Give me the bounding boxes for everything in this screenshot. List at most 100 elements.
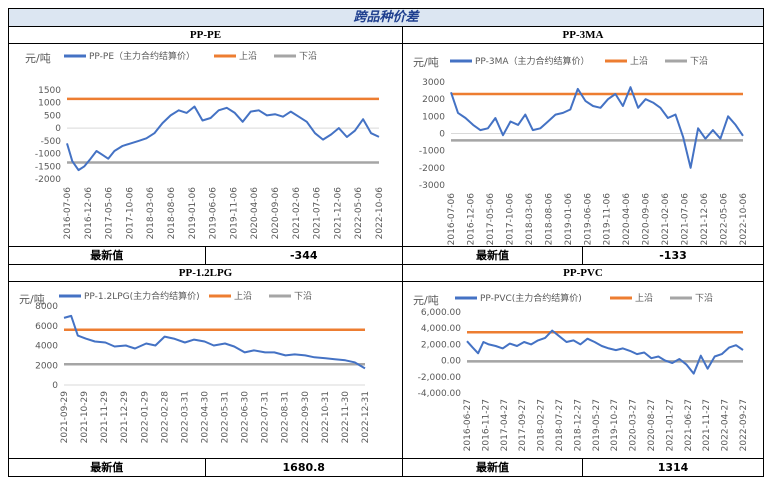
y-tick-label: -2,000.00: [418, 373, 462, 383]
y-tick-label: 1000: [422, 112, 445, 122]
legend-upper-label: 上沿: [630, 56, 648, 67]
x-tick-label: 2018-03-06: [146, 187, 156, 240]
y-tick-label: 4,000.00: [421, 324, 461, 334]
legend-series-label: PP-1.2LPG(主力合约结算价): [84, 290, 200, 302]
x-tick-label: 2019-06-06: [583, 193, 593, 246]
x-tick-label: 2018-03-06: [525, 193, 535, 246]
x-tick-label: 2019-01-06: [188, 187, 198, 240]
latest-value-label: 最新值: [9, 459, 206, 476]
x-tick-label: 2021-02-06: [292, 187, 302, 240]
latest-value-label: 最新值: [9, 247, 206, 264]
latest-value-row: 最新值 1680.8: [9, 458, 402, 476]
x-tick-label: 2022-01-29: [140, 391, 150, 444]
latest-value: -344: [289, 249, 318, 262]
x-tick-label: 2021-01-27: [665, 399, 675, 451]
chart-panel-pp-pe: PP-PE 元/吨 PP-PE（主力合约结算价） 上沿 下沿 -2000 -1500 -10…: [8, 26, 403, 265]
x-tick-label: 2022-05-31: [221, 391, 231, 443]
x-tick-label: 2020-04-06: [622, 193, 632, 246]
x-tick-label: 2019-05-27: [592, 399, 602, 451]
y-tick-label: -1000: [419, 147, 445, 157]
y-tick-label: 500: [44, 111, 61, 121]
chart-pp-1-2lpg: 元/吨 PP-1.2LPG(主力合约结算价) 上沿 下沿 0 2000 4000 6000 80…: [19, 290, 371, 444]
legend-series-label: PP-PVC(主力合约结算价): [480, 292, 582, 304]
x-tick-label: 2021-07-06: [313, 187, 323, 240]
chart-title: PP-PVC: [403, 265, 763, 282]
x-tick-label: 2017-10-06: [125, 187, 135, 240]
x-tick-label: 2020-08-27: [647, 399, 657, 451]
y-tick-label: 1500: [38, 86, 61, 96]
y-tick-label: 0.00: [441, 357, 461, 367]
x-tick-label: 2022-12-31: [361, 391, 371, 443]
y-tick-label: -3000: [419, 181, 445, 191]
x-tick-label: 2019-01-06: [564, 193, 574, 246]
x-tick-label: 2021-12-06: [700, 193, 710, 246]
y-tick-label: -1500: [35, 162, 61, 172]
x-tick-label: 2020-09-06: [642, 193, 652, 246]
latest-value: -133: [659, 249, 687, 262]
x-tick-label: 2016-12-06: [84, 187, 94, 240]
x-tick-label: 2022-08-31: [281, 391, 291, 443]
x-tick-label: 2016-07-06: [63, 187, 73, 240]
x-tick-label: 2022-05-06: [720, 193, 730, 246]
y-tick-label: 2000: [422, 95, 445, 105]
x-tick-label: 2016-07-06: [447, 193, 457, 246]
x-tick-label: 2016-11-27: [481, 399, 491, 451]
x-tick-label: 2018-02-27: [537, 399, 547, 451]
legend-upper-label: 上沿: [635, 293, 653, 304]
x-tick-label: 2018-07-27: [555, 399, 565, 451]
x-tick-label: 2021-12-06: [333, 187, 343, 240]
x-tick-label: 2022-09-30: [301, 391, 311, 444]
legend-upper-label: 上沿: [234, 291, 252, 302]
x-tick-label: 2022-10-31: [321, 391, 331, 443]
x-tick-label: 2017-04-27: [500, 399, 510, 451]
y-tick-label: 3000: [422, 78, 445, 88]
x-tick-label: 2022-05-06: [354, 187, 364, 240]
x-tick-label: 2021-11-27: [702, 399, 712, 451]
unit-label: 元/吨: [25, 52, 51, 65]
series-line: [63, 314, 366, 370]
x-tick-label: 2022-04-30: [200, 391, 210, 444]
y-tick-label: 2000: [35, 361, 58, 371]
x-tick-label: 2019-10-27: [610, 399, 620, 451]
x-tick-label: 2022-03-31: [180, 391, 190, 443]
unit-label: 元/吨: [413, 294, 439, 307]
x-tick-label: 2022-09-27: [739, 399, 749, 451]
y-tick-label: 2,000.00: [421, 340, 461, 350]
x-tick-label: 2019-11-06: [229, 187, 239, 240]
x-tick-label: 2022-02-28: [160, 391, 170, 444]
x-tick-label: 2019-11-06: [603, 193, 613, 246]
x-tick-label: 2022-10-06: [375, 187, 385, 240]
legend-series-label: PP-3MA（主力合约结算价）: [475, 55, 590, 67]
x-tick-label: 2020-03-27: [629, 399, 639, 451]
x-tick-label: 2021-07-06: [681, 193, 691, 246]
x-tick-label: 2021-06-27: [684, 399, 694, 451]
y-tick-label: 1000: [38, 99, 61, 109]
latest-value-row: 最新值 -344: [9, 246, 402, 264]
x-tick-label: 2022-07-31: [261, 391, 271, 443]
legend-lower-label: 下沿: [690, 56, 708, 67]
x-tick-label: 2021-02-06: [661, 193, 671, 246]
y-tick-label: -2000: [419, 164, 445, 174]
y-tick-label: 6,000.00: [421, 308, 461, 318]
x-tick-label: 2017-05-06: [105, 187, 115, 240]
x-tick-label: 2018-12-27: [573, 399, 583, 451]
y-tick-label: -1000: [35, 150, 61, 160]
latest-value-row: 最新值 1314: [403, 458, 763, 476]
x-tick-label: 2021-10-29: [80, 391, 90, 444]
unit-label: 元/吨: [19, 293, 45, 306]
page-title: 跨品种价差: [8, 8, 764, 27]
legend-series-label: PP-PE（主力合约结算价）: [89, 50, 195, 62]
y-tick-label: 4000: [35, 342, 58, 352]
y-tick-label: 0: [439, 130, 445, 140]
latest-value: 1680.8: [282, 461, 325, 474]
y-tick-label: 6000: [35, 322, 58, 332]
chart-pp-3ma: 元/吨 PP-3MA（主力合约结算价） 上沿 下沿 -3000 -2000 -1000 0 10…: [413, 55, 749, 246]
chart-title: PP-3MA: [403, 27, 763, 44]
x-tick-label: 2022-11-30: [341, 391, 351, 444]
legend-lower-label: 下沿: [695, 293, 713, 304]
x-tick-label: 2016-06-27: [463, 399, 473, 451]
chart-pp-pe: 元/吨 PP-PE（主力合约结算价） 上沿 下沿 -2000 -1500 -1000 -500…: [25, 50, 385, 240]
chart-panel-pp-3ma: PP-3MA 元/吨 PP-3MA（主力合约结算价） 上沿 下沿 -3000 -2000 -…: [402, 26, 764, 265]
y-tick-label: -500: [41, 137, 62, 147]
